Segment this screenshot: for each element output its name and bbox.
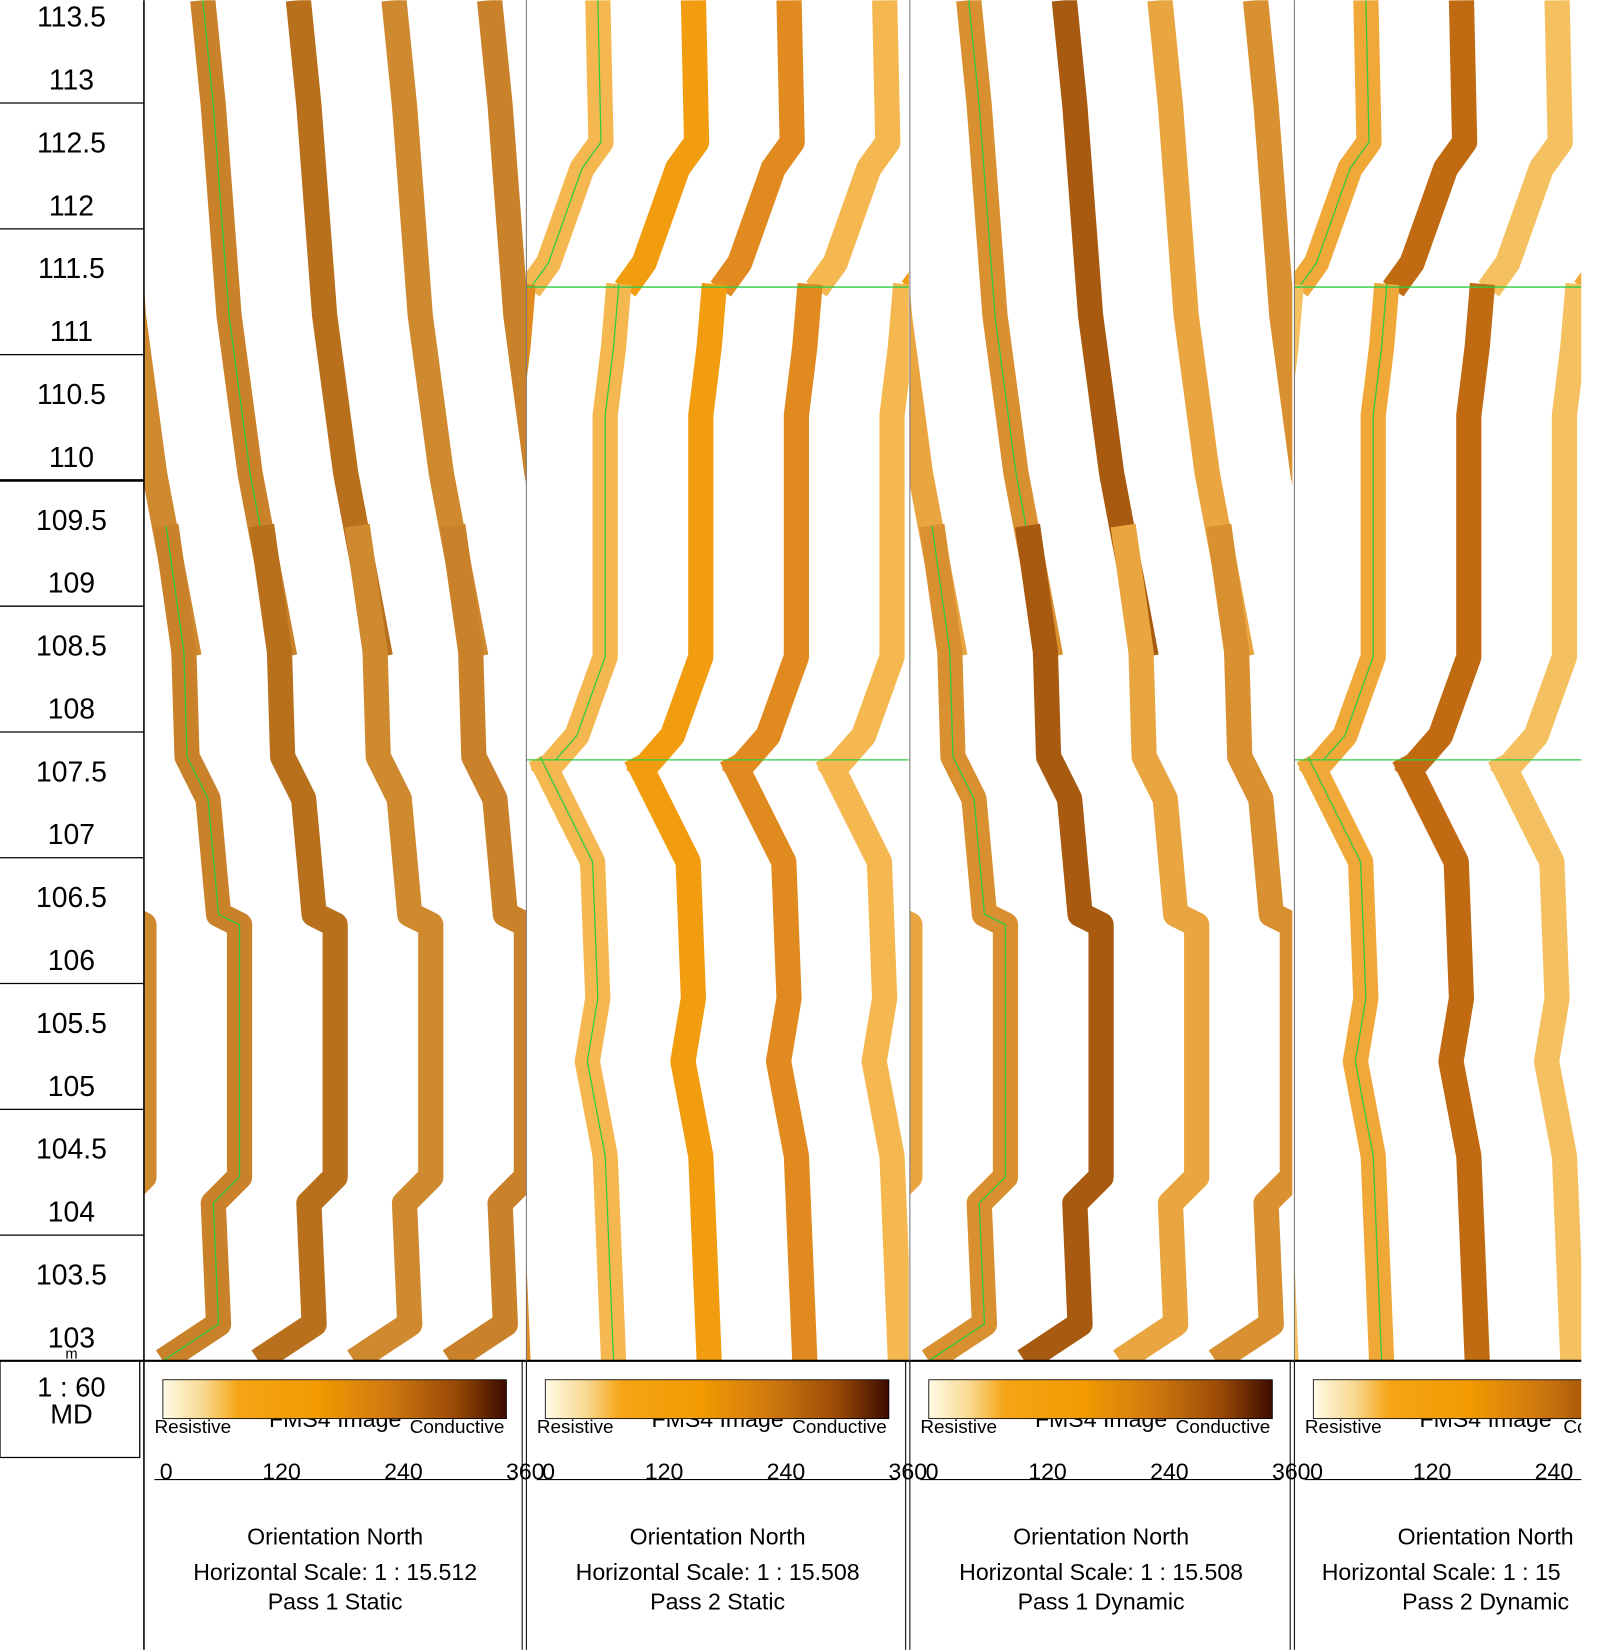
image-pad xyxy=(1024,526,1101,1361)
image-pad xyxy=(258,526,335,1361)
image-pad xyxy=(354,526,431,1361)
caption: Pass 2 Static xyxy=(650,1589,785,1615)
scale-tick-label: 120 xyxy=(262,1458,301,1484)
depth-label: 107 xyxy=(48,819,95,851)
caption: Pass 2 Dynamic xyxy=(1402,1589,1569,1615)
caption: Pass 1 Static xyxy=(268,1589,403,1615)
image-pad xyxy=(1393,0,1464,289)
depth-label: 104.5 xyxy=(36,1134,107,1166)
image-pad xyxy=(1584,0,1597,289)
depth-label: 103 xyxy=(48,1322,95,1354)
image-pad xyxy=(636,757,710,1361)
image-pad xyxy=(1308,757,1382,1361)
depth-label: 112.5 xyxy=(37,127,106,159)
legend: FMS4 ImageResistiveConductive0120240360O… xyxy=(154,1380,544,1615)
scale-tick-label: 360 xyxy=(888,1458,927,1484)
caption: Horizontal Scale: 1 : 15 xyxy=(1322,1559,1561,1585)
depth-label: 112 xyxy=(49,190,94,222)
image-pad xyxy=(1216,526,1293,1361)
depth-reference: MD xyxy=(50,1399,92,1430)
image-pad xyxy=(1298,0,1369,289)
image-pad xyxy=(929,526,1006,1361)
depth-label: 109.5 xyxy=(36,505,107,537)
depth-label: 107.5 xyxy=(36,756,107,788)
legend-right: Conductive xyxy=(1176,1417,1271,1438)
color-bar xyxy=(163,1380,507,1419)
depth-label: 108 xyxy=(48,693,95,725)
caption: Horizontal Scale: 1 : 15.508 xyxy=(959,1559,1243,1585)
image-pad xyxy=(1489,0,1560,289)
scale-tick-label: 0 xyxy=(542,1458,555,1484)
depth-label: 105 xyxy=(48,1071,95,1103)
legend-right: Conductive xyxy=(792,1417,887,1438)
scale-tick-label: 360 xyxy=(1272,1458,1311,1484)
depth-label: 104 xyxy=(48,1197,95,1229)
image-pad xyxy=(1404,757,1478,1361)
image-pad xyxy=(625,0,696,289)
image-pad xyxy=(1499,284,1578,778)
image-pad xyxy=(450,526,527,1361)
caption: Pass 1 Dynamic xyxy=(1018,1589,1185,1615)
image-pad xyxy=(540,284,619,778)
image-pad xyxy=(540,757,614,1361)
legend-right: Co xyxy=(1563,1417,1587,1438)
image-pad xyxy=(1120,526,1197,1361)
depth-label: 106 xyxy=(48,945,95,977)
scale-tick-label: 240 xyxy=(767,1458,806,1484)
caption: Orientation North xyxy=(1013,1524,1189,1550)
legend: FMS4 ImageResistiveCo0120240Orientation … xyxy=(1305,1380,1597,1615)
scale-tick-label: 120 xyxy=(645,1458,684,1484)
image-pad xyxy=(163,526,240,1361)
image-pad xyxy=(1499,757,1573,1361)
image-pad xyxy=(721,0,792,289)
image-pad xyxy=(731,757,805,1361)
depth-label: 111 xyxy=(50,316,93,348)
image-pad xyxy=(827,757,901,1361)
caption: Orientation North xyxy=(630,1524,806,1550)
scale-tick-label: 0 xyxy=(1310,1458,1323,1484)
scale-tick-label: 240 xyxy=(1535,1458,1574,1484)
image-pad xyxy=(1308,284,1387,778)
legend-left: Resistive xyxy=(920,1417,997,1438)
scale-tick-label: 0 xyxy=(160,1458,173,1484)
scale-tick-label: 240 xyxy=(384,1458,423,1484)
depth-label: 108.5 xyxy=(36,631,107,663)
image-pad xyxy=(1404,284,1483,778)
legend-left: Resistive xyxy=(537,1417,614,1438)
depth-label: 111.5 xyxy=(38,253,105,285)
image-pad xyxy=(827,284,906,778)
legend: FMS4 ImageResistiveConductive0120240360O… xyxy=(920,1380,1310,1615)
depth-label: 103.5 xyxy=(36,1259,107,1291)
image-pad xyxy=(731,284,810,778)
legend-right: Conductive xyxy=(410,1417,505,1438)
caption: Orientation North xyxy=(247,1524,423,1550)
legend-left: Resistive xyxy=(1305,1417,1382,1438)
depth-label: 106.5 xyxy=(36,882,107,914)
depth-label: 105.5 xyxy=(36,1008,107,1040)
legend-left: Resistive xyxy=(154,1417,231,1438)
depth-label: 113.5 xyxy=(37,2,106,34)
scale-tick-label: 0 xyxy=(926,1458,939,1484)
legend: FMS4 ImageResistiveConductive0120240360O… xyxy=(537,1380,927,1615)
page: m 1 : 60 MD 113.5113112.5112111.5111110.… xyxy=(0,0,1597,1650)
color-bar xyxy=(545,1380,889,1419)
caption: Orientation North xyxy=(1398,1524,1574,1550)
scale-tick-label: 120 xyxy=(1413,1458,1452,1484)
caption: Horizontal Scale: 1 : 15.508 xyxy=(576,1559,860,1585)
color-bar xyxy=(929,1380,1273,1419)
depth-label: 110 xyxy=(49,442,94,474)
image-pad xyxy=(530,0,601,289)
scale-tick-label: 120 xyxy=(1028,1458,1067,1484)
log-view: m 1 : 60 MD 113.5113112.5112111.5111110.… xyxy=(0,0,1597,1650)
scale-tick-label: 240 xyxy=(1150,1458,1189,1484)
depth-label: 110.5 xyxy=(37,379,106,411)
image-pad xyxy=(816,0,887,289)
depth-label: 109 xyxy=(48,568,95,600)
color-bar xyxy=(1313,1380,1597,1419)
image-pad xyxy=(636,284,715,778)
scale-tick-label: 360 xyxy=(506,1458,545,1484)
depth-label: 113 xyxy=(49,65,94,97)
caption: Horizontal Scale: 1 : 15.512 xyxy=(193,1559,477,1585)
